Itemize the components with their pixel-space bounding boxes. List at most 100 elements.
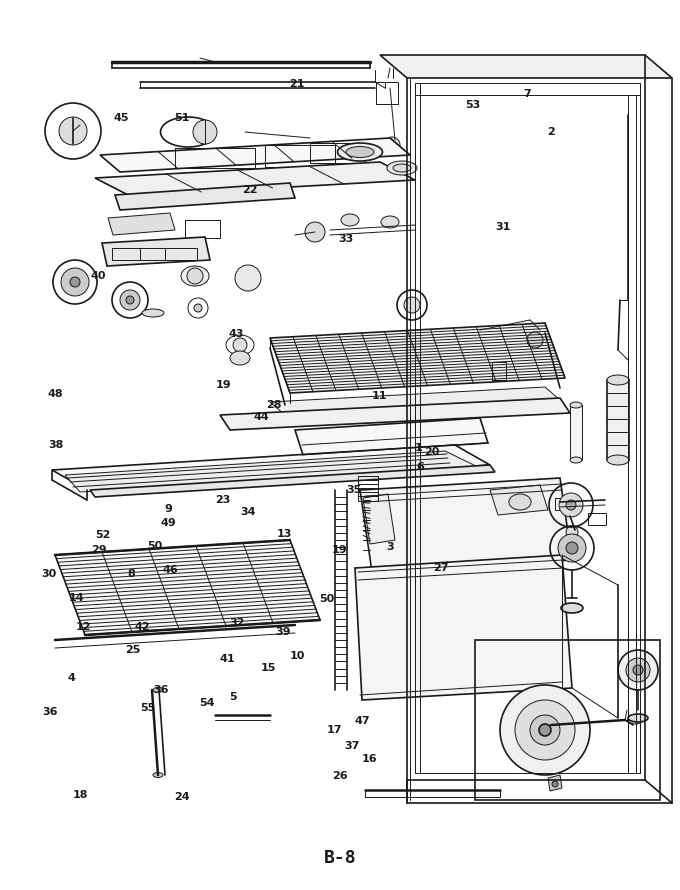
Polygon shape	[363, 494, 395, 544]
Circle shape	[126, 296, 134, 304]
Text: 34: 34	[241, 506, 256, 517]
Circle shape	[233, 338, 247, 352]
Circle shape	[61, 268, 89, 296]
Text: 47: 47	[355, 716, 370, 726]
Text: 20: 20	[424, 447, 439, 457]
Ellipse shape	[509, 494, 531, 510]
Bar	[310, 143, 365, 163]
Bar	[376, 82, 398, 104]
Polygon shape	[100, 138, 410, 172]
Circle shape	[530, 715, 560, 745]
Circle shape	[187, 268, 203, 284]
Polygon shape	[548, 775, 562, 791]
Polygon shape	[220, 398, 570, 430]
Text: 18: 18	[73, 789, 88, 800]
Bar	[265, 145, 335, 167]
Polygon shape	[108, 213, 175, 235]
Polygon shape	[270, 387, 560, 415]
Text: 21: 21	[290, 78, 305, 89]
Circle shape	[515, 700, 575, 760]
Ellipse shape	[393, 164, 411, 172]
Text: 36: 36	[42, 707, 57, 717]
Text: 55: 55	[141, 702, 156, 713]
Circle shape	[633, 665, 643, 675]
Text: 50: 50	[148, 540, 163, 551]
Text: 45: 45	[114, 113, 129, 124]
Text: 49: 49	[160, 518, 177, 529]
Text: 19: 19	[216, 380, 231, 391]
Text: 16: 16	[362, 754, 377, 765]
Bar	[175, 148, 255, 168]
Ellipse shape	[153, 773, 163, 778]
Text: 2: 2	[547, 126, 555, 137]
Text: 5: 5	[228, 692, 237, 702]
Bar	[570, 405, 582, 460]
Text: 17: 17	[327, 724, 342, 735]
Text: 8: 8	[127, 569, 135, 579]
Circle shape	[566, 542, 578, 554]
Text: 10: 10	[290, 651, 305, 661]
Bar	[588, 513, 606, 525]
Polygon shape	[360, 478, 572, 572]
Circle shape	[120, 290, 140, 310]
Text: 14: 14	[69, 593, 84, 603]
Text: 33: 33	[338, 233, 353, 244]
Ellipse shape	[387, 161, 417, 175]
Text: 46: 46	[162, 564, 178, 575]
Ellipse shape	[346, 147, 374, 158]
Bar	[555, 498, 567, 510]
Text: 23: 23	[216, 495, 231, 506]
Circle shape	[70, 277, 80, 287]
Ellipse shape	[341, 214, 359, 226]
Polygon shape	[95, 162, 415, 196]
Text: 26: 26	[333, 771, 347, 781]
Ellipse shape	[337, 143, 382, 161]
Circle shape	[235, 265, 261, 291]
Circle shape	[539, 724, 551, 736]
Text: 19: 19	[333, 545, 347, 555]
Ellipse shape	[628, 716, 643, 724]
Bar	[358, 476, 378, 501]
Ellipse shape	[181, 266, 209, 286]
Text: 7: 7	[523, 89, 531, 100]
Circle shape	[618, 650, 658, 690]
Circle shape	[527, 332, 543, 348]
Text: 40: 40	[91, 271, 106, 281]
Ellipse shape	[142, 309, 164, 317]
Text: 28: 28	[267, 400, 282, 410]
Ellipse shape	[561, 603, 583, 613]
Text: 50: 50	[319, 594, 334, 604]
Polygon shape	[90, 465, 495, 497]
Text: 25: 25	[125, 644, 140, 655]
Circle shape	[404, 297, 420, 313]
Text: 36: 36	[154, 684, 169, 695]
Polygon shape	[490, 485, 548, 515]
Polygon shape	[380, 55, 672, 78]
Text: 41: 41	[220, 653, 235, 664]
Circle shape	[552, 781, 558, 787]
Text: 44: 44	[254, 411, 270, 422]
Text: 30: 30	[41, 569, 56, 579]
Circle shape	[626, 658, 650, 682]
Bar	[607, 380, 629, 460]
Text: 15: 15	[261, 662, 276, 673]
Text: 53: 53	[465, 100, 480, 110]
Text: 48: 48	[48, 389, 63, 400]
Text: 31: 31	[496, 222, 511, 232]
Text: B-8: B-8	[324, 849, 356, 867]
Text: 24: 24	[175, 791, 190, 802]
Circle shape	[500, 685, 590, 775]
Circle shape	[559, 493, 583, 517]
Text: 35: 35	[346, 484, 361, 495]
Polygon shape	[355, 555, 572, 700]
Text: 6: 6	[416, 462, 424, 473]
Text: 51: 51	[175, 113, 190, 124]
Circle shape	[193, 120, 217, 144]
Ellipse shape	[381, 216, 399, 228]
Circle shape	[566, 500, 576, 510]
Circle shape	[558, 534, 586, 562]
Text: 27: 27	[433, 562, 448, 573]
Text: 12: 12	[75, 621, 90, 632]
Polygon shape	[52, 445, 490, 490]
Ellipse shape	[628, 714, 648, 722]
